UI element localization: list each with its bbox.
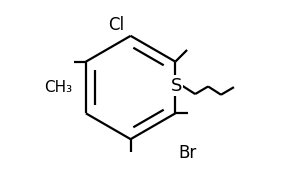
Text: Cl: Cl: [108, 16, 124, 34]
Text: CH₃: CH₃: [44, 80, 72, 95]
Text: S: S: [170, 77, 182, 95]
Text: Br: Br: [178, 144, 196, 162]
